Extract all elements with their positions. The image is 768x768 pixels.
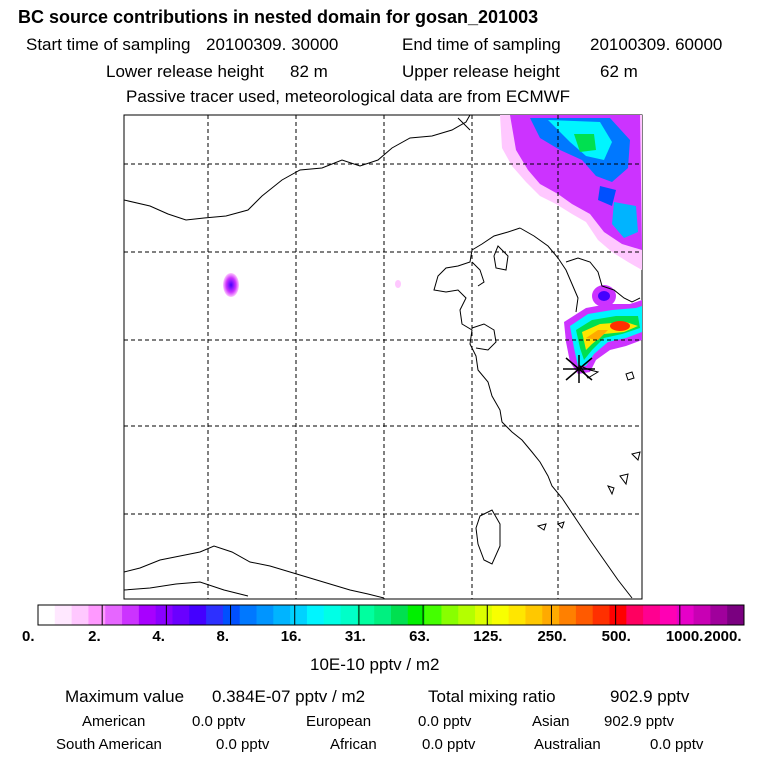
colorbar-cell [391, 605, 409, 625]
total-mixing-label: Total mixing ratio [428, 687, 556, 706]
colorbar-cell [407, 605, 426, 625]
region-value: 0.0 pptv [422, 736, 476, 753]
colorbar-cell [626, 605, 644, 625]
total-mixing-value: 902.9 pptv [610, 687, 690, 706]
colorbar-cell [693, 605, 711, 625]
region-name: Asian [532, 713, 570, 730]
colorbar-cell [542, 605, 560, 625]
colorbar-cell [659, 605, 678, 625]
lower-height-value: 82 m [290, 62, 328, 81]
colorbar-cell [609, 605, 627, 625]
colorbar-cell [206, 605, 224, 625]
colorbar-cell [88, 605, 106, 625]
colorbar-cell [290, 605, 308, 625]
colorbar-cell [525, 605, 543, 625]
plume-korea [564, 300, 642, 374]
plume-northeast [500, 115, 642, 307]
colorbar-cell [592, 605, 611, 625]
colorbar-cell [38, 605, 56, 625]
max-value: 0.384E-07 pptv / m2 [212, 687, 366, 706]
colorbar-tick-label: 250. [537, 628, 567, 645]
colorbar-cell [323, 605, 342, 625]
colorbar-tick-label: 31. [344, 628, 366, 645]
colorbar-cell [357, 605, 375, 625]
colorbar-tick-label: 2. [88, 628, 101, 645]
colorbar-cell [575, 605, 594, 625]
colorbar-cell [172, 605, 190, 625]
colorbar-cell [559, 605, 577, 625]
colorbar-cell [273, 605, 291, 625]
region-value: 0.0 pptv [192, 713, 246, 730]
colorbar-tick-label: 1000. [665, 628, 704, 645]
region-name: South American [56, 736, 162, 753]
plot-title: BC source contributions in nested domain… [18, 7, 539, 27]
colorbar-cell [189, 605, 207, 625]
region-name: European [306, 713, 372, 730]
colorbar-tick-label: 8. [216, 628, 230, 645]
colorbar-tick-label: 4. [152, 628, 165, 645]
region-name: American [82, 713, 146, 730]
end-time-label: End time of sampling [402, 35, 561, 54]
colorbar-cell [727, 605, 745, 625]
colorbar-cell [306, 605, 325, 625]
colorbar-tick-label: 0. [22, 628, 35, 645]
colorbar-unit: 10E-10 pptv / m2 [310, 655, 440, 674]
lat-lon-grid [124, 115, 642, 599]
colorbar-tick-label: 500. [601, 628, 631, 645]
colorbar-cell [155, 605, 173, 625]
colorbar-tick-label: 2000. [704, 628, 742, 645]
max-value-label: Maximum value [65, 687, 185, 706]
colorbar-tick-label: 16. [280, 628, 302, 645]
colorbar-cell [424, 605, 442, 625]
receptor-marker [563, 355, 595, 383]
colorbar-cell [222, 605, 241, 625]
colorbar-cell [458, 605, 476, 625]
start-time-value: 20100309. 30000 [206, 35, 339, 54]
end-time-value: 20100309. 60000 [590, 35, 723, 54]
colorbar-cell [441, 605, 459, 625]
start-time-label: Start time of sampling [26, 35, 191, 54]
colorbar-cell [508, 605, 526, 625]
colorbar-cell [138, 605, 157, 625]
region-value: 0.0 pptv [418, 713, 472, 730]
colorbar-cell [105, 605, 123, 625]
colorbar-cell [475, 605, 493, 625]
region-name: African [330, 736, 377, 753]
colorbar-cell [122, 605, 140, 625]
region-name: Australian [534, 736, 601, 753]
region-value: 0.0 pptv [216, 736, 270, 753]
colorbar-cell [374, 605, 392, 625]
colorbar-cell [54, 605, 73, 625]
upper-height-value: 62 m [600, 62, 638, 81]
region-value: 0.0 pptv [650, 736, 704, 753]
region-value: 902.9 pptv [604, 713, 675, 730]
colorbar-tick-label: 63. [409, 628, 430, 645]
plume-faint-spot [395, 280, 401, 288]
colorbar-tick-label: 125. [473, 628, 503, 645]
plume-west-blob [223, 273, 239, 297]
colorbar-cell [340, 605, 358, 625]
colorbar-cell [643, 605, 661, 625]
colorbar-cell [71, 605, 89, 625]
colorbar-cell [710, 605, 728, 625]
upper-height-label: Upper release height [402, 62, 560, 81]
lower-height-label: Lower release height [106, 62, 264, 81]
colorbar-cell [676, 605, 695, 625]
colorbar-cell [256, 605, 274, 625]
colorbar-cell [491, 605, 510, 625]
coastlines [124, 115, 641, 599]
colorbar-cell [239, 605, 258, 625]
tracer-note: Passive tracer used, meteorological data… [126, 87, 571, 106]
